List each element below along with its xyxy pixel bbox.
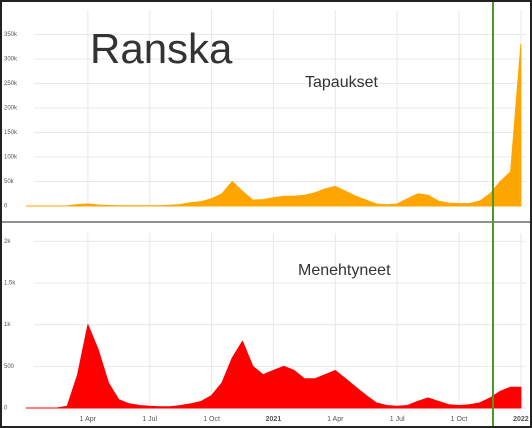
series-label: Tapaukset — [305, 74, 378, 91]
y-tick-label: 0 — [4, 406, 8, 412]
y-tick-label: 350k — [4, 32, 18, 38]
x-tick-label: 1 Oct — [203, 416, 220, 423]
x-tick-label: 1 Apr — [80, 416, 97, 423]
y-tick-label: 200k — [4, 106, 18, 112]
x-tick-label: 1 Jul — [142, 416, 157, 423]
area — [25, 324, 522, 409]
y-tick-label: 1.5k — [4, 281, 16, 287]
y-tick-label: 50k — [4, 179, 15, 185]
y-tick-label: 250k — [4, 81, 18, 87]
x-tick-label: 2022 — [513, 416, 529, 423]
y-tick-label: 0 — [4, 204, 8, 210]
x-tick-label: 1 Jul — [390, 416, 405, 423]
y-tick-label: 500 — [4, 364, 15, 370]
chart-title: Ranska — [90, 25, 233, 72]
x-tick-label: 2021 — [266, 416, 282, 423]
x-tick-label: 1 Apr — [327, 416, 344, 423]
y-tick-label: 2k — [4, 239, 11, 245]
y-tick-label: 100k — [4, 155, 18, 161]
series-label: Menehtyneet — [298, 262, 391, 279]
area — [25, 43, 522, 207]
y-tick-label: 1k — [4, 322, 11, 328]
y-tick-label: 150k — [4, 130, 18, 136]
x-tick-label: 1 Oct — [451, 416, 468, 423]
y-tick-label: 300k — [4, 57, 18, 63]
